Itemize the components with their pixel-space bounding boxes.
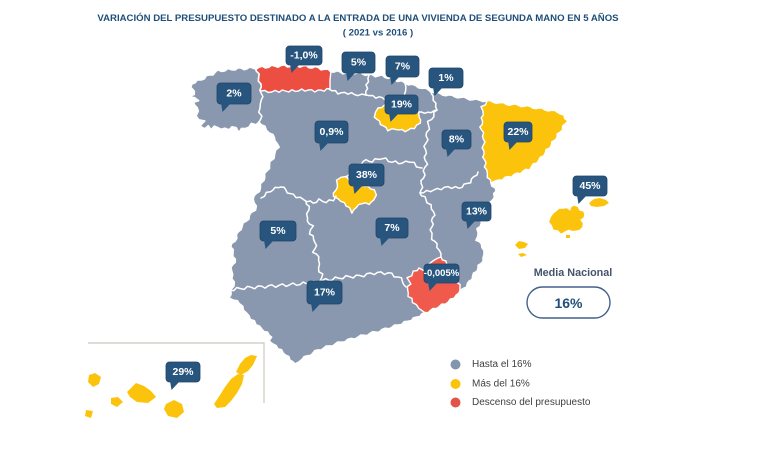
svg-text:2%: 2% (226, 88, 242, 100)
svg-text:38%: 38% (356, 169, 378, 181)
svg-text:29%: 29% (172, 366, 194, 378)
svg-text:13%: 13% (466, 206, 488, 218)
svg-text:VARIACIÓN DEL PRESUPUESTO DEST: VARIACIÓN DEL PRESUPUESTO DESTINADO A LA… (97, 12, 619, 24)
svg-text:16%: 16% (554, 295, 583, 311)
svg-text:19%: 19% (391, 99, 413, 111)
svg-text:7%: 7% (395, 61, 411, 73)
svg-text:Media Nacional: Media Nacional (534, 267, 613, 279)
svg-text:Descenso del presupuesto: Descenso del presupuesto (472, 397, 591, 408)
svg-text:5%: 5% (270, 225, 286, 237)
svg-text:0,9%: 0,9% (320, 126, 345, 138)
svg-text:-1,0%: -1,0% (290, 50, 318, 62)
svg-text:22%: 22% (507, 126, 529, 138)
svg-text:-0,005%: -0,005% (424, 268, 460, 279)
svg-text:5%: 5% (351, 57, 367, 69)
svg-text:17%: 17% (314, 287, 336, 299)
svg-text:Más del 16%: Más del 16% (472, 379, 530, 390)
svg-text:45%: 45% (579, 180, 601, 192)
svg-text:( 2021 vs 2016 ): ( 2021 vs 2016 ) (343, 28, 413, 39)
svg-text:1%: 1% (438, 72, 454, 84)
svg-text:8%: 8% (449, 134, 465, 146)
svg-text:Hasta el 16%: Hasta el 16% (472, 359, 532, 370)
svg-text:7%: 7% (384, 222, 400, 234)
